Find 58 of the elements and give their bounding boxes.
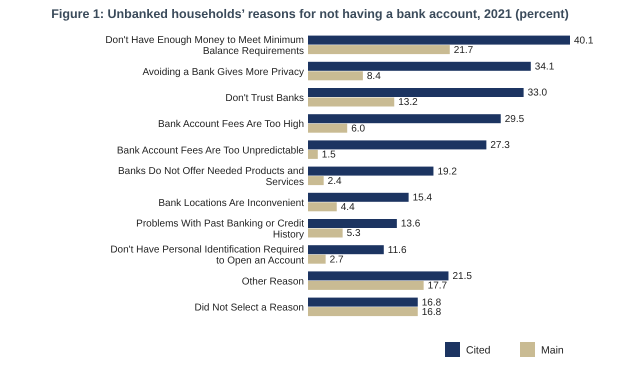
legend-label: Cited xyxy=(466,344,491,356)
data-label: 13.6 xyxy=(400,218,421,230)
bar xyxy=(308,124,348,133)
bar xyxy=(308,245,384,254)
y-tick-label: Other Reason xyxy=(242,276,304,288)
y-tick-label: Did Not Select a Reason xyxy=(194,302,304,314)
data-label: 34.1 xyxy=(534,62,555,72)
data-label: 2.7 xyxy=(330,254,344,266)
bar xyxy=(308,88,524,97)
y-tick-label: Don't Have Personal Identification Required to Open an Account xyxy=(110,244,304,267)
data-label: 16.8 xyxy=(422,306,442,318)
bar xyxy=(308,280,424,290)
bar xyxy=(308,271,448,280)
data-label: 40.1 xyxy=(574,35,594,46)
y-tick-label: Bank Locations Are Inconvenient xyxy=(158,198,304,209)
bar xyxy=(308,298,418,307)
chart-title: Figure 1: Unbanked households’ reasons for not having a bank account, 2021 (percent) xyxy=(51,7,569,21)
bar xyxy=(308,150,318,159)
bar xyxy=(308,140,486,150)
data-label: 5.3 xyxy=(346,228,361,240)
bar xyxy=(308,62,531,71)
bar xyxy=(308,36,570,45)
y-tick-label: Don't Have Enough Money to Meet Minimum Balance Requirements xyxy=(105,35,304,58)
data-label: 2.4 xyxy=(328,176,342,187)
data-label: 29.5 xyxy=(504,114,525,125)
data-label: 17.7 xyxy=(428,280,448,292)
y-tick-label: Don't Trust Banks xyxy=(225,93,304,104)
data-label: 13.2 xyxy=(398,97,418,108)
legend-label: Main xyxy=(541,344,564,356)
bar xyxy=(308,45,450,54)
data-label: 21.5 xyxy=(452,271,472,282)
data-label: 27.3 xyxy=(490,140,510,152)
data-label: 15.4 xyxy=(412,192,433,204)
bar xyxy=(308,176,324,186)
bar xyxy=(308,98,394,106)
bar xyxy=(308,219,397,228)
data-label: 33.0 xyxy=(528,88,548,99)
bar xyxy=(308,71,363,80)
bar xyxy=(308,202,337,212)
data-label: 16.8 xyxy=(422,297,442,308)
data-label: 4.4 xyxy=(340,202,356,213)
bar xyxy=(308,114,501,124)
bar xyxy=(308,254,326,264)
data-label: 11.6 xyxy=(388,244,407,256)
bar xyxy=(308,192,409,202)
bar xyxy=(308,166,434,176)
data-label: 21.7 xyxy=(454,44,474,56)
y-tick-label: Problems With Past Banking or Credit History xyxy=(136,218,304,240)
y-tick-label: Banks Do Not Offer Needed Products and Services xyxy=(118,166,304,188)
y-tick-label: Bank Account Fees Are Too High xyxy=(158,119,304,130)
bar xyxy=(308,307,418,316)
data-label: 1.5 xyxy=(322,150,336,161)
bar xyxy=(308,228,343,238)
data-label: 6.0 xyxy=(351,123,366,134)
y-tick-label: Avoiding a Bank Gives More Privacy xyxy=(142,66,304,78)
y-tick-label: Bank Account Fees Are Too Unpredictable xyxy=(116,145,304,156)
data-label: 19.2 xyxy=(437,166,458,178)
data-label: 8.4 xyxy=(366,71,382,82)
